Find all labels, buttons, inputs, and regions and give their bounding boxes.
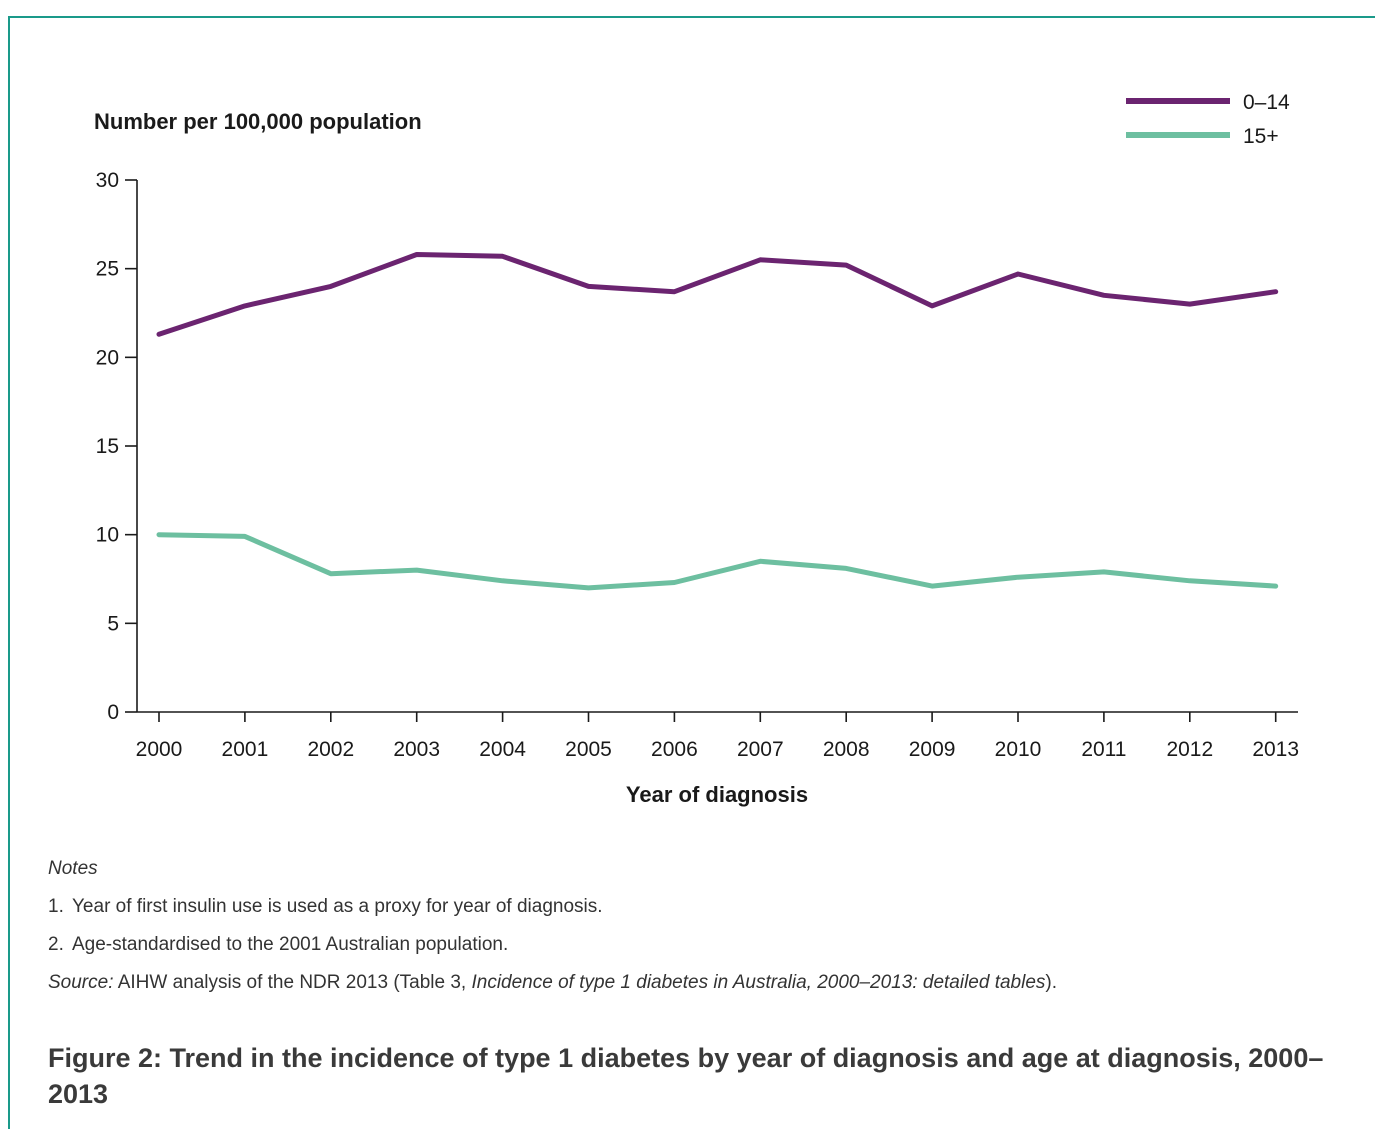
source-title: Incidence of type 1 diabetes in Australi… bbox=[471, 972, 1046, 993]
x-tick-label: 2005 bbox=[565, 738, 612, 761]
source-text: AIHW analysis of the NDR 2013 (Table 3, bbox=[113, 972, 472, 993]
notes: Notes 1. Year of first insulin use is use… bbox=[48, 858, 1348, 1010]
x-tick-label: 2013 bbox=[1252, 738, 1299, 761]
series-group bbox=[156, 252, 1279, 591]
x-tick-label: 2001 bbox=[222, 738, 269, 761]
x-tick-label: 2011 bbox=[1081, 738, 1126, 761]
y-tick-label: 10 bbox=[96, 524, 119, 547]
note-number: 1. bbox=[48, 896, 64, 917]
x-tick-label: 2003 bbox=[393, 738, 440, 761]
x-tick-label: 2012 bbox=[1166, 738, 1213, 761]
y-axis-label: Number per 100,000 population bbox=[94, 109, 422, 134]
legend-label: 0–14 bbox=[1243, 91, 1290, 114]
figure-frame bbox=[8, 16, 1375, 1129]
source-label: Source: bbox=[48, 972, 114, 993]
series-line-2 bbox=[156, 532, 1279, 591]
source-line: Source: AIHW analysis of the NDR 2013 (T… bbox=[48, 972, 1348, 994]
x-tick-label: 2009 bbox=[909, 738, 956, 761]
y-tick-label: 0 bbox=[107, 701, 119, 724]
note-text: Age-standardised to the 2001 Australian … bbox=[72, 934, 509, 955]
note-number: 2. bbox=[48, 934, 64, 955]
note-item-1: 1. Year of first insulin use is used as a… bbox=[48, 896, 1348, 918]
x-tick-label: 2010 bbox=[995, 738, 1042, 761]
note-item-2: 2. Age-standardised to the 2001 Australia… bbox=[48, 934, 1348, 956]
notes-heading: Notes bbox=[48, 858, 98, 879]
legend-label: 15+ bbox=[1243, 125, 1279, 148]
x-axis-label: Year of diagnosis bbox=[626, 782, 808, 807]
x-tick-label: 2002 bbox=[307, 738, 354, 761]
x-tick-label: 2007 bbox=[737, 738, 784, 761]
line-chart: Number per 100,000 population Year of di… bbox=[94, 91, 1299, 807]
legend: 0–14 15+ bbox=[1126, 91, 1290, 148]
y-tick-label: 25 bbox=[96, 258, 119, 281]
x-tick-label: 2008 bbox=[823, 738, 870, 761]
y-tick-label: 5 bbox=[107, 612, 119, 635]
series-line-1 bbox=[156, 252, 1279, 337]
x-tick-label: 2006 bbox=[651, 738, 698, 761]
y-tick-label: 15 bbox=[96, 435, 119, 458]
y-tick-label: 30 bbox=[96, 169, 119, 192]
source-text-end: ). bbox=[1045, 972, 1058, 993]
x-tick-label: 2004 bbox=[479, 738, 526, 761]
figure-caption: Figure 2: Trend in the incidence of type… bbox=[48, 1043, 1324, 1109]
note-text: Year of first insulin use is used as a p… bbox=[72, 896, 603, 917]
y-tick-label: 20 bbox=[96, 346, 119, 369]
axes: 0 5 10 15 20 25 30 2000 2001 2002 2003 2004 2005 2006… bbox=[96, 169, 1299, 761]
x-tick-label: 2000 bbox=[136, 738, 183, 761]
